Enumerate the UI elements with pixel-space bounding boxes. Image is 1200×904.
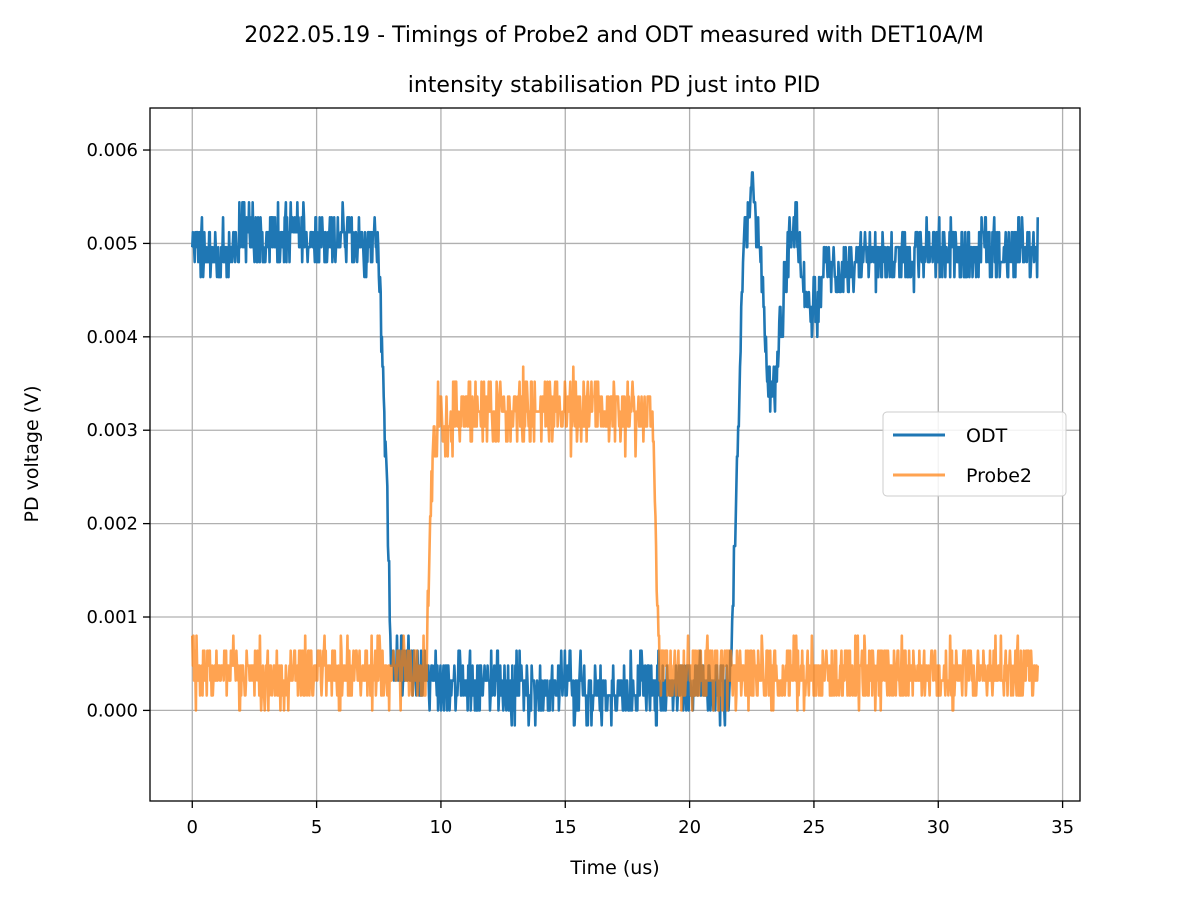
x-tick-label: 25: [802, 817, 825, 838]
series-line-odt: [190, 171, 1040, 727]
y-tick-label: 0.006: [86, 140, 138, 161]
legend-label-odt: ODT: [966, 425, 1008, 447]
x-tick-label: 10: [429, 817, 452, 838]
y-tick-label: 0.001: [86, 607, 138, 628]
chart-subtitle: intensity stabilisation PD just into PID: [408, 73, 821, 98]
y-tick-label: 0.002: [86, 514, 138, 535]
y-axis-label: PD voltage (V): [21, 386, 43, 523]
series-line-probe2: [190, 365, 1040, 712]
chart-title: 2022.05.19 - Timings of Probe2 and ODT m…: [244, 23, 984, 48]
y-tick-label: 0.000: [86, 700, 138, 721]
x-tick-label: 0: [187, 817, 198, 838]
x-tick-label: 5: [311, 817, 322, 838]
x-axis-label: Time (us): [569, 857, 659, 879]
series-layer: [190, 171, 1040, 727]
legend-label-probe2: Probe2: [966, 465, 1032, 487]
x-tick-label: 15: [554, 817, 577, 838]
y-tick-label: 0.005: [86, 233, 138, 254]
y-tick-label: 0.004: [86, 327, 138, 348]
grid: [150, 108, 1080, 801]
legend: ODT Probe2: [882, 411, 1067, 497]
axis-ticks: 0 5 10 15 20 25 30 35 0.000 0.001 0.002 0.003 0.004 0…: [86, 140, 1074, 838]
x-tick-label: 30: [927, 817, 950, 838]
y-tick-label: 0.003: [86, 420, 138, 441]
x-tick-label: 20: [678, 817, 701, 838]
plot-frame: [149, 107, 1081, 802]
x-tick-label: 35: [1051, 817, 1074, 838]
